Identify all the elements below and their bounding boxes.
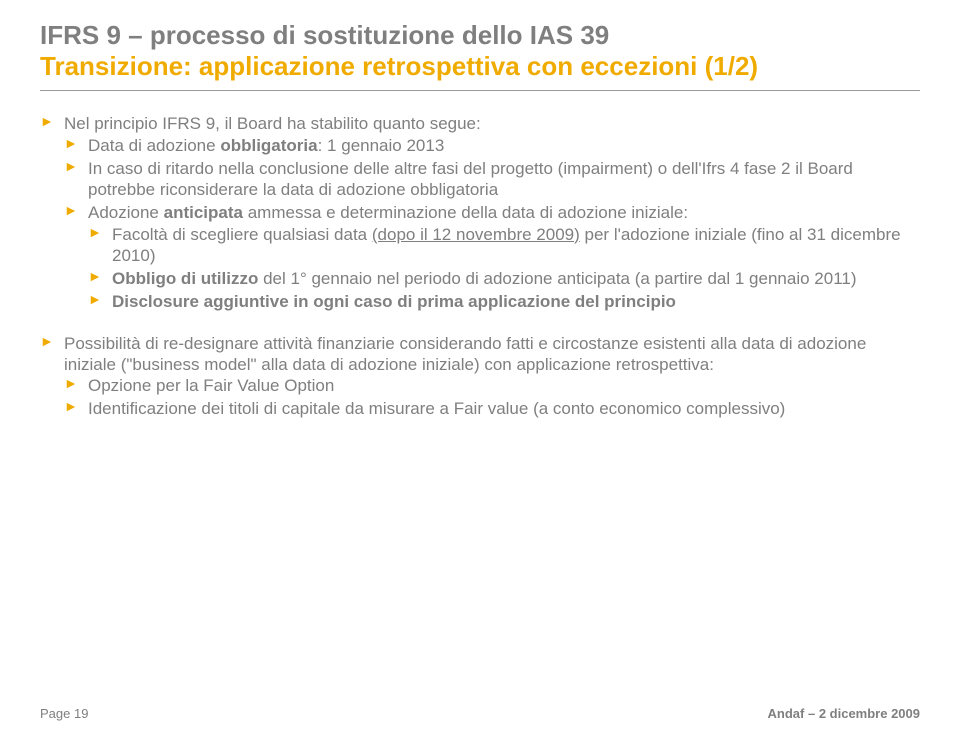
- b1i0-bold: obbligatoria: [220, 136, 317, 155]
- block1-item-1: In caso di ritardo nella conclusione del…: [64, 158, 920, 201]
- block1-lead: Nel principio IFRS 9, il Board ha stabil…: [40, 113, 920, 312]
- b1i2-child-1: Obbligo di utilizzo del 1° gennaio nel p…: [88, 268, 920, 289]
- vertical-gap: [40, 317, 920, 333]
- footer: Page 19 Andaf – 2 dicembre 2009: [40, 706, 920, 721]
- b2-lead-term: business model: [132, 355, 250, 374]
- block1-lead-text: Nel principio IFRS 9, il Board ha stabil…: [64, 114, 481, 133]
- block2-lead: Possibilità di re-designare attività fin…: [40, 333, 920, 420]
- b2-lead-post: alla data di adozione iniziale) con appl…: [257, 355, 714, 374]
- b1i1-text: In caso di ritardo nella conclusione del…: [88, 159, 853, 199]
- b1i2c1-bold: Obbligo di utilizzo: [112, 269, 258, 288]
- title-line-2: Transizione: applicazione retrospettiva …: [40, 51, 920, 82]
- block1-item-0: Data di adozione obbligatoria: 1 gennaio…: [64, 135, 920, 156]
- b2i0-text: Opzione per la Fair Value Option: [88, 376, 334, 395]
- b1i2-bold: anticipata: [164, 203, 243, 222]
- content-area: Nel principio IFRS 9, il Board ha stabil…: [40, 113, 920, 419]
- b1i2c2-bold: Disclosure aggiuntive in ogni caso di pr…: [112, 292, 676, 311]
- title-line-1: IFRS 9 – processo di sostituzione dello …: [40, 20, 920, 51]
- block2-item-1: Identificazione dei titoli di capitale d…: [64, 398, 920, 419]
- footer-left: Page 19: [40, 706, 88, 721]
- title-underline: [40, 90, 920, 91]
- b1i2-child-2: Disclosure aggiuntive in ogni caso di pr…: [88, 291, 920, 312]
- b1i2c0-underline: (dopo il 12 novembre 2009): [372, 225, 580, 244]
- footer-right: Andaf – 2 dicembre 2009: [768, 706, 920, 721]
- b2i1-text: Identificazione dei titoli di capitale d…: [88, 399, 785, 418]
- b1i2-suffix: ammessa e determinazione della data di a…: [243, 203, 688, 222]
- b1i0-suffix: : 1 gennaio 2013: [318, 136, 445, 155]
- block2-item-0: Opzione per la Fair Value Option: [64, 375, 920, 396]
- b1i0-prefix: Data di adozione: [88, 136, 220, 155]
- b1i2c1-rest: del 1° gennaio nel periodo di adozione a…: [258, 269, 856, 288]
- block1-item-2: Adozione anticipata ammessa e determinaz…: [64, 202, 920, 312]
- b1i2-prefix: Adozione: [88, 203, 164, 222]
- b1i2c0-pre: Facoltà di scegliere qualsiasi data: [112, 225, 372, 244]
- b1i2-child-0: Facoltà di scegliere qualsiasi data (dop…: [88, 224, 920, 267]
